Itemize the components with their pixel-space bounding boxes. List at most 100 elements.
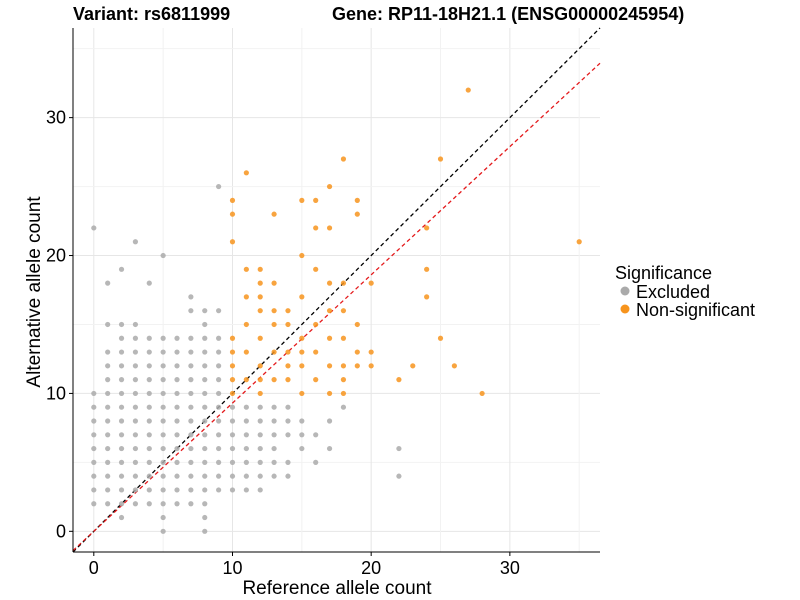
point-excluded [105,459,111,465]
point-excluded [202,308,208,314]
reference-lines [72,27,601,553]
point-excluded [132,432,139,438]
point-excluded [396,473,402,479]
point-excluded [188,349,194,355]
point-excluded [202,349,208,355]
point-excluded [216,432,222,438]
point-non-significant [340,308,347,314]
point-excluded [257,459,263,465]
point-excluded [188,335,194,341]
point-excluded [160,473,166,479]
point-excluded [257,487,263,493]
point-excluded [160,404,166,410]
point-excluded [132,445,139,452]
point-excluded [202,487,208,493]
point-excluded [91,225,97,231]
point-non-significant [271,280,277,286]
point-excluded [174,432,180,438]
legend-label-non-significant: Non-significant [636,300,755,320]
point-excluded [202,432,208,438]
point-non-significant [257,280,263,286]
point-excluded [243,418,249,424]
point-non-significant [285,321,291,328]
point-non-significant [271,211,277,217]
point-non-significant [257,390,263,397]
point-non-significant [326,225,333,231]
point-non-significant [424,225,430,231]
point-non-significant [340,377,347,383]
point-non-significant [229,197,236,203]
x-axis-label: Reference allele count [242,578,432,599]
point-excluded [216,418,222,424]
point-non-significant [313,266,319,272]
legend-label-excluded: Excluded [636,282,710,302]
point-excluded [118,321,125,328]
point-non-significant [313,349,319,355]
point-excluded [118,418,125,424]
point-excluded [285,473,291,479]
point-excluded [174,487,180,493]
point-excluded [396,445,402,452]
point-excluded [105,321,111,328]
point-excluded [257,404,263,410]
point-excluded [202,418,208,424]
point-excluded [313,432,319,438]
point-excluded [188,501,194,507]
point-excluded [118,404,125,410]
point-excluded [160,501,166,507]
point-excluded [340,404,347,410]
point-excluded [216,183,222,190]
point-excluded [146,377,152,383]
point-excluded [132,487,139,493]
point-excluded [271,459,277,465]
point-excluded [216,487,222,493]
point-excluded [299,418,305,424]
point-non-significant [313,321,319,328]
point-non-significant [257,308,263,314]
point-excluded [146,363,152,369]
point-excluded [132,501,139,507]
point-non-significant [340,335,347,341]
point-excluded [105,501,111,507]
point-excluded [160,528,166,534]
point-excluded [229,432,236,438]
point-excluded [229,473,236,479]
point-excluded [160,487,166,493]
point-excluded [188,487,194,493]
point-excluded [229,404,236,410]
point-excluded [243,459,249,465]
point-excluded [132,459,139,465]
axes [72,28,600,553]
point-excluded [174,363,180,369]
point-excluded [146,404,152,410]
point-non-significant [576,239,582,245]
point-excluded [105,349,111,355]
point-excluded [202,528,208,534]
point-excluded [326,418,333,424]
point-excluded [91,404,97,410]
point-excluded [188,432,194,438]
point-excluded [188,445,194,452]
point-non-significant [326,183,333,190]
point-excluded [105,487,111,493]
point-excluded [118,349,125,355]
point-excluded [174,404,180,410]
point-excluded [285,459,291,465]
point-excluded [132,349,139,355]
point-non-significant [257,363,263,369]
point-non-significant [299,349,305,355]
point-non-significant [354,211,360,217]
point-excluded [202,335,208,341]
point-excluded [216,363,222,369]
point-non-significant [257,294,263,300]
point-non-significant [326,363,333,369]
point-excluded [91,432,97,438]
point-excluded [118,363,125,369]
point-non-significant [299,294,305,300]
point-non-significant [271,349,277,355]
point-excluded [174,390,180,397]
point-non-significant [313,377,319,383]
point-excluded [160,349,166,355]
point-excluded [216,377,222,383]
point-excluded [174,473,180,479]
